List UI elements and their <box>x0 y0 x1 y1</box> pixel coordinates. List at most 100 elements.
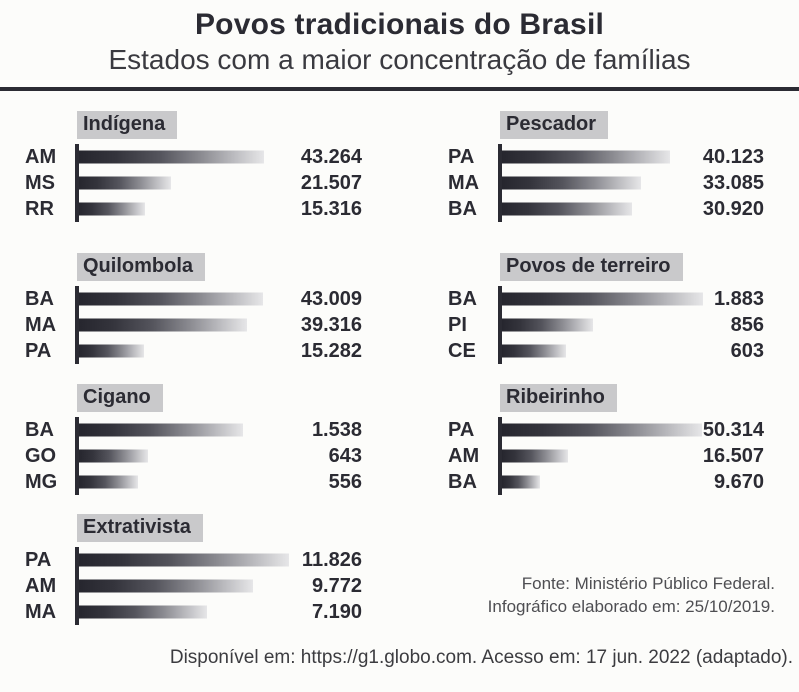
state-label: MS <box>25 171 55 194</box>
source-line-2: Infográfico elaborado em: 25/10/2019. <box>487 597 775 616</box>
source-line-1: Fonte: Ministério Público Federal. <box>521 574 775 593</box>
bar-row: AM 43.264 <box>25 144 362 170</box>
value-label: 30.920 <box>702 197 764 220</box>
value-label: 15.282 <box>300 339 362 362</box>
group-title: Indígena <box>77 111 178 139</box>
state-label: PI <box>448 313 467 336</box>
value-label: 43.009 <box>300 287 362 310</box>
state-label: CE <box>448 339 476 362</box>
value-label: 21.507 <box>300 171 362 194</box>
value-label: 15.316 <box>300 197 362 220</box>
state-label: GO <box>25 444 57 467</box>
bar-row: PA 50.314 <box>448 417 764 443</box>
state-label: AM <box>25 574 57 597</box>
page-subtitle: Estados com a maior concentração de famí… <box>108 44 691 75</box>
value-label: 9.772 <box>311 574 362 597</box>
page-title: Povos tradicionais do Brasil <box>194 8 605 41</box>
bar-row: MA 39.316 <box>25 312 362 338</box>
bar-rows: PA 50.314 AM 16.507 BA 9.670 <box>448 417 764 495</box>
state-label: BA <box>448 470 477 493</box>
state-label: PA <box>25 548 52 571</box>
value-label: 556 <box>328 470 362 493</box>
value-label: 39.316 <box>300 313 362 336</box>
bar-row: CE 603 <box>448 338 764 364</box>
group-title: Ribeirinho <box>500 384 617 412</box>
bar-rows: BA 1.883 PI 856 CE 603 <box>448 286 764 364</box>
bar <box>79 553 289 567</box>
bar <box>502 150 670 164</box>
bar-row: PA 40.123 <box>448 144 764 170</box>
state-label: PA <box>448 418 475 441</box>
bar-track <box>498 286 703 312</box>
value-label: 11.826 <box>301 548 362 571</box>
value-label: 603 <box>730 339 764 362</box>
state-label: MA <box>25 600 57 623</box>
bar <box>502 449 568 463</box>
state-label: AM <box>448 444 480 467</box>
value-label: 33.085 <box>702 171 764 194</box>
bar-row: GO 643 <box>25 443 362 469</box>
bar <box>502 176 641 190</box>
bar <box>79 605 207 619</box>
bar <box>79 344 145 358</box>
bar-rows: BA 43.009 MA 39.316 PA 15.282 <box>25 286 362 364</box>
state-label: AM <box>25 145 57 168</box>
bar <box>502 292 703 306</box>
bar-row: BA 1.883 <box>448 286 764 312</box>
bar <box>79 579 253 593</box>
bar-row: AM 16.507 <box>448 443 764 469</box>
bar <box>79 318 248 332</box>
group-ribeirinho: Ribeirinho PA 50.314 AM 16.507 BA 9.670 <box>448 384 764 495</box>
bar-track <box>75 286 288 312</box>
bar-row: MA 33.085 <box>448 170 764 196</box>
group-quilombola: Quilombola BA 43.009 MA 39.316 PA 15.282 <box>25 253 362 364</box>
bar-rows: PA 11.826 AM 9.772 MA 7.190 <box>25 547 362 625</box>
group-title: Povos de terreiro <box>500 253 683 281</box>
bar-track <box>498 338 690 364</box>
state-label: RR <box>25 197 54 220</box>
value-label: 9.670 <box>713 470 764 493</box>
bar-row: MA 7.190 <box>25 599 362 625</box>
bar <box>502 344 567 358</box>
bar <box>79 176 171 190</box>
bar-rows: PA 40.123 MA 33.085 BA 30.920 <box>448 144 764 222</box>
bar <box>79 202 145 216</box>
group-title: Pescador <box>500 111 609 139</box>
bar-track <box>498 312 690 338</box>
bar-row: PI 856 <box>448 312 764 338</box>
state-label: PA <box>25 339 52 362</box>
bar-row: MS 21.507 <box>25 170 362 196</box>
bar-track <box>498 144 690 170</box>
bar-row: AM 9.772 <box>25 573 362 599</box>
bar-track <box>75 547 289 573</box>
state-label: PA <box>448 145 475 168</box>
bar-rows: BA 1.538 GO 643 MG 556 <box>25 417 362 495</box>
value-label: 7.190 <box>311 600 362 623</box>
source-note: Fonte: Ministério Público Federal. Infog… <box>488 572 775 618</box>
state-label: MA <box>25 313 57 336</box>
bar <box>502 475 541 489</box>
bar-track <box>75 417 288 443</box>
bar-track <box>75 599 288 625</box>
bar-track <box>498 196 690 222</box>
bar-track <box>498 469 690 495</box>
bar <box>79 292 263 306</box>
bar <box>79 423 243 437</box>
group-povos-de-terreiro: Povos de terreiro BA 1.883 PI 856 CE 603 <box>448 253 764 364</box>
bar <box>79 150 264 164</box>
bar-track <box>75 443 288 469</box>
bar-row: BA 30.920 <box>448 196 764 222</box>
bar-row: BA 1.538 <box>25 417 362 443</box>
state-label: MA <box>448 171 480 194</box>
divider-line <box>0 87 799 91</box>
bar-track <box>75 573 288 599</box>
bar-track <box>498 417 702 443</box>
bar-track <box>75 312 288 338</box>
header: Povos tradicionais do Brasil Estados com… <box>0 0 799 77</box>
value-label: 40.123 <box>702 145 764 168</box>
bar <box>79 449 148 463</box>
group-title: Cigano <box>77 384 163 412</box>
state-label: BA <box>25 287 54 310</box>
bar-track <box>75 144 288 170</box>
